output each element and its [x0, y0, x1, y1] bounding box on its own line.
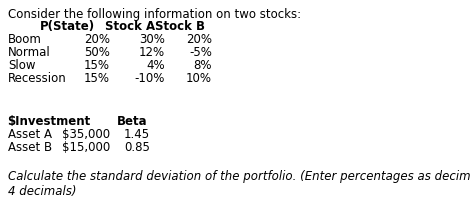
Text: Asset B: Asset B — [8, 140, 52, 153]
Text: 30%: 30% — [139, 33, 165, 46]
Text: 20%: 20% — [186, 33, 212, 46]
Text: Asset A: Asset A — [8, 127, 52, 140]
Text: Stock B: Stock B — [155, 20, 205, 33]
Text: 15%: 15% — [84, 59, 110, 72]
Text: -10%: -10% — [134, 72, 165, 85]
Text: 8%: 8% — [194, 59, 212, 72]
Text: Beta: Beta — [118, 115, 148, 127]
Text: -5%: -5% — [189, 46, 212, 59]
Text: Consider the following information on two stocks:: Consider the following information on tw… — [8, 8, 301, 21]
Text: 10%: 10% — [186, 72, 212, 85]
Text: 50%: 50% — [84, 46, 110, 59]
Text: 15%: 15% — [84, 72, 110, 85]
Text: Boom: Boom — [8, 33, 42, 46]
Text: $35,000: $35,000 — [62, 127, 110, 140]
Text: 12%: 12% — [139, 46, 165, 59]
Text: 0.85: 0.85 — [124, 140, 150, 153]
Text: Normal: Normal — [8, 46, 51, 59]
Text: Stock A: Stock A — [105, 20, 155, 33]
Text: P(State): P(State) — [40, 20, 95, 33]
Text: $Investment: $Investment — [7, 115, 90, 127]
Text: 20%: 20% — [84, 33, 110, 46]
Text: Recession: Recession — [8, 72, 67, 85]
Text: Slow: Slow — [8, 59, 36, 72]
Text: Calculate the standard deviation of the portfolio. (Enter percentages as decimal: Calculate the standard deviation of the … — [8, 169, 470, 197]
Text: 4%: 4% — [146, 59, 165, 72]
Text: $15,000: $15,000 — [62, 140, 110, 153]
Text: 1.45: 1.45 — [124, 127, 150, 140]
